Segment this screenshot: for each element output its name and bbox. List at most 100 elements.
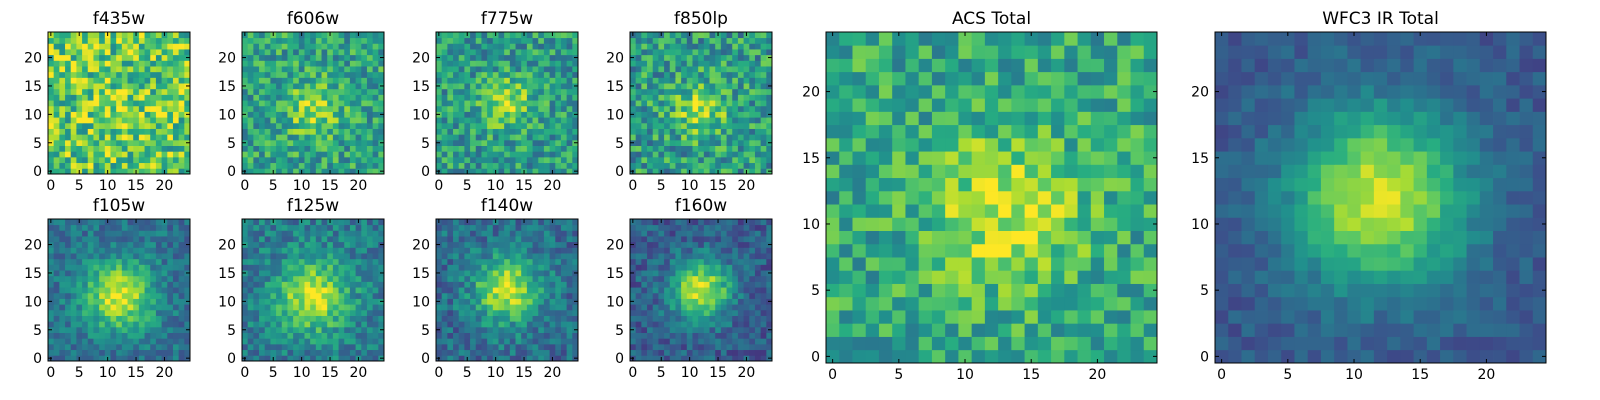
heatmap-cell [293, 236, 300, 243]
heatmap-cell [441, 111, 448, 118]
heatmap-cell [138, 343, 145, 351]
heatmap-cell [304, 100, 311, 107]
heatmap-cell [504, 349, 511, 356]
heatmap-cell [138, 247, 145, 254]
heatmap-cell [276, 77, 283, 84]
heatmap-cell [453, 247, 460, 254]
heatmap-cell [481, 71, 488, 78]
heatmap-cell [315, 128, 322, 135]
heatmap-cell [538, 60, 545, 67]
heatmap-cell [332, 332, 339, 339]
heatmap-cell [87, 43, 94, 50]
heatmap-cell [664, 66, 671, 73]
heatmap-cell [436, 94, 443, 101]
heatmap-cell [366, 139, 374, 146]
heatmap-cell [453, 338, 460, 345]
heatmap-cell [630, 151, 637, 158]
heatmap-cell [99, 54, 106, 61]
heatmap-cell [737, 71, 744, 78]
heatmap-cell [492, 128, 499, 135]
heatmap-cell [453, 128, 460, 135]
heatmap-cell [264, 117, 271, 124]
heatmap-cell [521, 343, 528, 351]
heatmap-cell [572, 343, 579, 351]
heatmap-cell [686, 88, 693, 95]
heatmap-cell [509, 247, 516, 254]
heatmap-cell [549, 134, 556, 141]
heatmap-cell [647, 309, 654, 316]
heatmap-cell [276, 83, 283, 90]
heatmap-cell [698, 145, 705, 152]
heatmap-cell [310, 88, 317, 95]
heatmap-cell [366, 128, 374, 135]
heatmap-cell [276, 151, 283, 158]
heatmap-cell [332, 349, 339, 356]
heatmap-cell [572, 128, 579, 135]
heatmap-cell [726, 326, 733, 333]
heatmap-cell [630, 145, 637, 152]
heatmap-cell [65, 156, 72, 164]
heatmap-cell [178, 117, 185, 124]
heatmap-cell [121, 88, 128, 95]
heatmap-cell [87, 139, 94, 146]
heatmap-cell [110, 71, 117, 78]
heatmap-cell [698, 37, 705, 44]
heatmap-cell [298, 315, 305, 322]
heatmap-cell [760, 355, 767, 362]
heatmap-cell [281, 122, 288, 129]
heatmap-cell [281, 83, 288, 90]
heatmap-cell [749, 275, 756, 282]
heatmap-cell [167, 145, 174, 152]
heatmap-cell [247, 219, 254, 226]
heatmap-cell [703, 349, 710, 356]
heatmap-cell [178, 292, 185, 299]
heatmap-cell [127, 168, 134, 175]
heatmap-cell [315, 100, 322, 107]
heatmap-cell [447, 270, 454, 277]
heatmap-cell [355, 134, 362, 141]
heatmap-cell [481, 309, 488, 316]
heatmap-cell [310, 247, 317, 254]
heatmap-cell [555, 270, 562, 277]
heatmap-cell [647, 326, 654, 333]
heatmap-cell [470, 49, 477, 56]
heatmap-cell [492, 71, 499, 78]
heatmap-cell [555, 298, 562, 305]
heatmap-cell [481, 230, 488, 237]
heatmap-cell [150, 100, 157, 107]
heatmap-cell [566, 66, 573, 73]
heatmap-cell [709, 304, 716, 311]
heatmap-cell [344, 292, 351, 299]
heatmap-cell [378, 304, 385, 311]
heatmap-cell [127, 83, 134, 90]
heatmap-cell [692, 139, 699, 146]
heatmap-cell [281, 321, 288, 328]
heatmap-cell [703, 49, 710, 56]
heatmap-cell [264, 145, 271, 152]
heatmap-cell [99, 326, 106, 333]
heatmap-cell [298, 83, 305, 90]
heatmap-cell [65, 343, 72, 351]
heatmap-cell [681, 71, 688, 78]
heatmap-cell [281, 287, 288, 294]
heatmap-cell [110, 156, 117, 164]
heatmap-cell [509, 349, 516, 356]
heatmap-cell [436, 128, 443, 135]
heatmap-cell [549, 270, 556, 277]
heatmap-cell [184, 88, 191, 95]
heatmap-cell [669, 321, 676, 328]
heatmap-cell [635, 355, 642, 362]
heatmap-cell [281, 219, 288, 226]
heatmap-cell [720, 43, 727, 50]
heatmap-cell [549, 37, 556, 44]
heatmap-cell [526, 281, 533, 288]
heatmap-cell [555, 315, 562, 322]
heatmap-cell [378, 71, 385, 78]
heatmap-cell [692, 43, 699, 50]
heatmap-cell [504, 54, 511, 61]
heatmap-cell [332, 88, 339, 95]
heatmap-cell [366, 247, 374, 254]
heatmap-cell [321, 275, 328, 282]
heatmap-cell [184, 343, 191, 351]
y-tick-label: 0 [227, 351, 236, 367]
